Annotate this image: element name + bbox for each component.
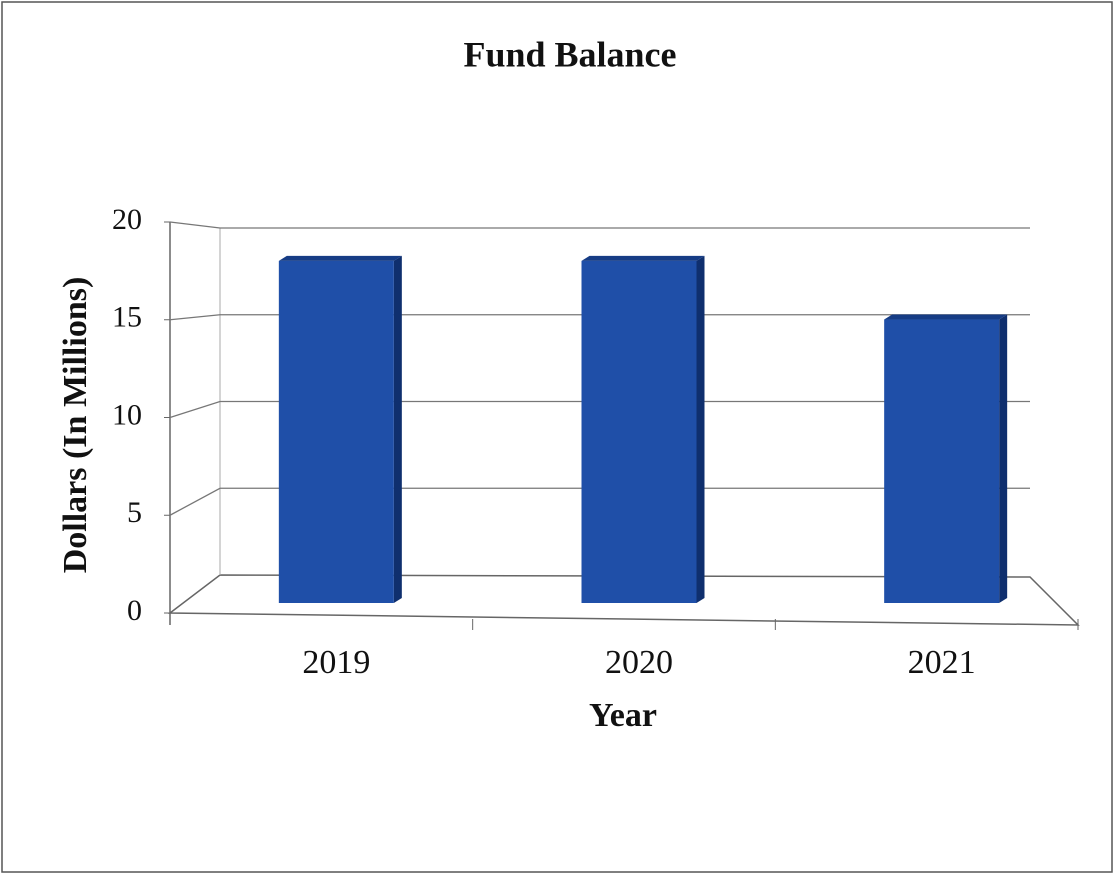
grid-line [169,314,1030,321]
bar-side [393,255,402,603]
x-tick-label: 2019 [302,644,370,681]
grid-line [169,221,1030,229]
x-tick-label: 2021 [908,644,976,681]
y-tick-label: 0 [127,594,142,627]
y-tick-label: 20 [112,203,142,236]
bar-side [696,255,705,603]
bar [278,260,394,603]
y-tick-label: 15 [112,301,142,334]
x-axis-label: Year [589,697,657,734]
y-tick-label: 10 [112,398,142,431]
y-tick-label: 5 [127,496,142,529]
bar-top [884,314,1008,320]
grid-line [169,400,1030,419]
y-axis-label: Dollars (In Millions) [57,277,94,574]
x-tick-label: 2020 [605,644,673,681]
grid-line [169,487,1030,516]
bar [884,319,1000,603]
chart-title: Fund Balance [463,34,676,74]
bar-top [278,255,402,261]
bar-side [999,314,1008,603]
bar-top [581,255,705,261]
bar [581,260,697,603]
